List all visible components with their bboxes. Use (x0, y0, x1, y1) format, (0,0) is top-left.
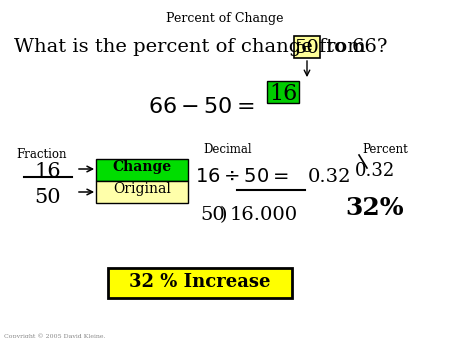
Text: 16: 16 (35, 162, 61, 181)
Text: 50: 50 (200, 206, 225, 224)
FancyBboxPatch shape (267, 81, 299, 103)
Text: 32 % Increase: 32 % Increase (129, 273, 271, 291)
Text: 0.32: 0.32 (355, 162, 395, 180)
Text: 32%: 32% (346, 196, 404, 220)
Text: 16.000: 16.000 (230, 206, 298, 224)
Text: 50: 50 (35, 188, 61, 207)
Text: What is the percent of change from: What is the percent of change from (14, 38, 366, 56)
Text: 50: 50 (295, 39, 320, 57)
FancyBboxPatch shape (96, 181, 188, 203)
FancyBboxPatch shape (294, 36, 320, 58)
Text: Percent of Change: Percent of Change (166, 12, 284, 25)
Text: Original: Original (113, 182, 171, 196)
Text: Decimal: Decimal (204, 143, 252, 156)
Text: Fraction: Fraction (17, 148, 67, 161)
FancyBboxPatch shape (108, 268, 292, 298)
FancyBboxPatch shape (96, 159, 188, 181)
Text: Percent: Percent (362, 143, 408, 156)
Text: to 66?: to 66? (320, 38, 387, 56)
Text: $16\div50=$: $16\div50=$ (195, 168, 289, 186)
Text: 0.32: 0.32 (308, 168, 351, 186)
Text: Change: Change (112, 160, 171, 174)
Text: ): ) (220, 206, 228, 224)
Text: $66-50=$: $66-50=$ (148, 96, 255, 118)
Text: 16: 16 (269, 83, 297, 105)
Text: Copyright © 2005 David Kleine.: Copyright © 2005 David Kleine. (4, 333, 105, 338)
